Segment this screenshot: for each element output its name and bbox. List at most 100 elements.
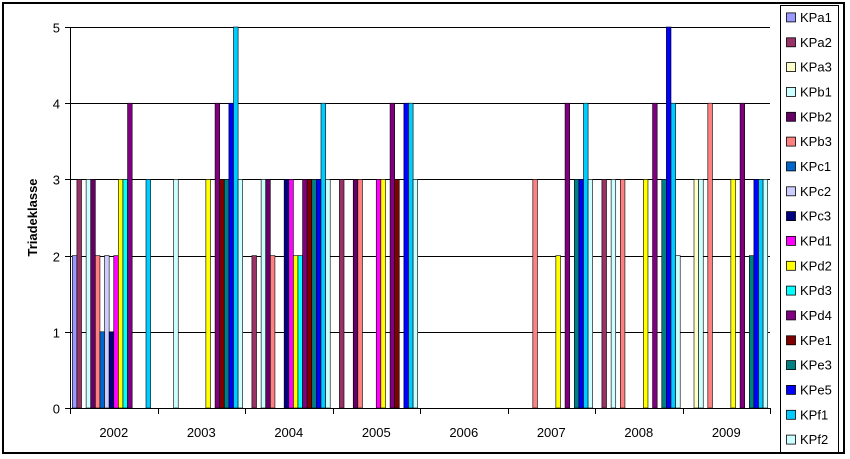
bar-kpd4-2003 <box>214 102 220 409</box>
legend-label-kpd3: KPd3 <box>800 283 832 298</box>
legend-swatch-kpc3 <box>786 211 796 222</box>
legend-swatch-kpe5 <box>786 384 796 395</box>
legend-label-kpb1: KPb1 <box>800 84 832 99</box>
legend-swatch-kpf1 <box>786 409 796 420</box>
bar-kpb3-2002 <box>95 255 101 409</box>
legend-swatch-kpb1 <box>786 87 796 97</box>
legend-swatch-kpd1 <box>786 235 796 246</box>
bar-kpf2-2007 <box>587 179 594 409</box>
legend-swatch-kpe3 <box>786 360 796 371</box>
legend-swatch-kpd3 <box>786 285 796 296</box>
legend-label-kpc2: KPc2 <box>800 184 831 199</box>
bar-kpb1-2002 <box>85 179 92 409</box>
bar-kpb1-2004 <box>260 179 267 409</box>
bar-kpe5-2009 <box>753 179 759 409</box>
bar-kpd3-2004 <box>297 255 303 409</box>
bar-kpd4-2004 <box>302 179 308 409</box>
legend-swatch-kpc2 <box>786 186 796 197</box>
bar-kpf2-2008 <box>675 255 681 409</box>
bar-kpc2-2002 <box>104 255 110 409</box>
legend-label-kpf2: KPf2 <box>800 432 828 447</box>
legend-label-kpe1: KPe1 <box>800 333 832 348</box>
x-tick-label: 2009 <box>712 425 741 440</box>
legend-label-kpa3: KPa3 <box>800 60 832 75</box>
bar-kpe3-2007 <box>573 179 580 409</box>
y-tick-labels: 0 1 2 3 4 5 <box>53 21 60 417</box>
bar-kpb2-2002 <box>90 179 96 409</box>
y-tick-label: 3 <box>53 173 60 188</box>
bar-kpb1-2008 <box>610 179 617 409</box>
legend-label-kpd1: KPd1 <box>800 233 832 248</box>
legend-label-kpf1: KPf1 <box>800 407 828 422</box>
legend-label-kpa2: KPa2 <box>800 35 832 50</box>
x-tick-label: 2003 <box>187 425 216 440</box>
bar-kpd4-2009 <box>739 102 745 409</box>
legend-swatch-kpe1 <box>786 335 796 346</box>
bar-kpa2-2004 <box>251 255 257 409</box>
legend-label-kpb3: KPb3 <box>800 134 832 149</box>
bar-kpe5-2005 <box>403 102 409 409</box>
bar-kpd1-2005 <box>375 179 382 409</box>
bar-kpb3-2007 <box>532 179 538 409</box>
bar-kpd4-2008 <box>652 102 658 409</box>
bar-kpf2-2005 <box>412 179 418 409</box>
bar-kpd2-2009 <box>730 179 736 409</box>
legend-label-kpd2: KPd2 <box>800 258 832 273</box>
legend-label-kpd4: KPd4 <box>800 308 832 323</box>
legend-swatch-kpb2 <box>786 111 796 122</box>
bar-kpd1-2004 <box>288 179 294 409</box>
bars <box>72 26 769 409</box>
bar-kpc3-2002 <box>108 331 115 409</box>
bar-kpa1-2002 <box>72 255 78 409</box>
bar-kpe1-2005 <box>394 179 400 409</box>
bar-kpf1-2008 <box>670 102 676 409</box>
legend-swatch-kpd4 <box>786 310 796 321</box>
bar-kpc3-2004 <box>283 179 290 409</box>
y-tick-label: 5 <box>53 21 60 36</box>
bar-kpb3-2004 <box>270 255 276 409</box>
bar-kpe3-2004 <box>311 179 317 409</box>
chart-frame <box>2 2 845 454</box>
bar-kpa2-2005 <box>339 179 345 409</box>
bar-kpe5-2004 <box>316 179 322 409</box>
bar-kpe5-2003 <box>228 102 234 409</box>
bar-kpe3-2003 <box>223 179 230 409</box>
y-tick-label: 4 <box>53 97 60 112</box>
y-tick-label: 1 <box>53 326 60 341</box>
legend-swatch-kpf2 <box>786 434 796 445</box>
bar-kpd2-2008 <box>643 179 649 409</box>
bar-kpf2-2009 <box>762 179 769 409</box>
legend-swatch-kpa1 <box>786 12 796 23</box>
bar-kpd1-2002 <box>113 255 119 409</box>
bar-kpf1-2007 <box>583 102 589 409</box>
bar-kpb3-2009 <box>707 102 713 409</box>
bar-kpb2-2004 <box>265 179 271 409</box>
bar-kpf1-2005 <box>408 102 414 409</box>
bar-kpe3-2008 <box>661 179 667 409</box>
legend-box <box>780 5 839 453</box>
bar-kpd4-2005 <box>389 102 395 409</box>
bar-kpf1-2009 <box>758 179 764 409</box>
bar-kpd2-2007 <box>555 255 561 409</box>
bar-kpc1-2002 <box>99 331 105 409</box>
legend-label-kpb2: KPb2 <box>800 109 832 124</box>
legend-swatch-kpa2 <box>786 37 796 48</box>
x-tick-label: 2002 <box>99 425 128 440</box>
bar-kpa2-2008 <box>601 179 607 409</box>
y-axis-label: Triadeklasse <box>25 178 40 256</box>
bar-kpd2-2004 <box>293 255 299 409</box>
legend-label-kpe5: KPe5 <box>800 382 832 397</box>
bar-kpe3-2009 <box>748 255 755 409</box>
x-tick-labels: 2002 2003 2004 2005 2006 2007 2008 2009 <box>99 425 740 440</box>
bar-kpe5-2008 <box>666 26 672 409</box>
y-tick-label: 0 <box>53 402 60 417</box>
bar-kpe1-2003 <box>219 179 225 409</box>
x-tick-label: 2004 <box>274 425 303 440</box>
bar-kpb1-2003 <box>173 179 179 409</box>
bar-kpd4-2002 <box>127 102 133 409</box>
legend-label-kpe3: KPe3 <box>800 358 832 373</box>
axes <box>65 27 771 414</box>
bar-kpf1-2004 <box>320 102 326 409</box>
bar-kpe1-2004 <box>306 179 313 409</box>
